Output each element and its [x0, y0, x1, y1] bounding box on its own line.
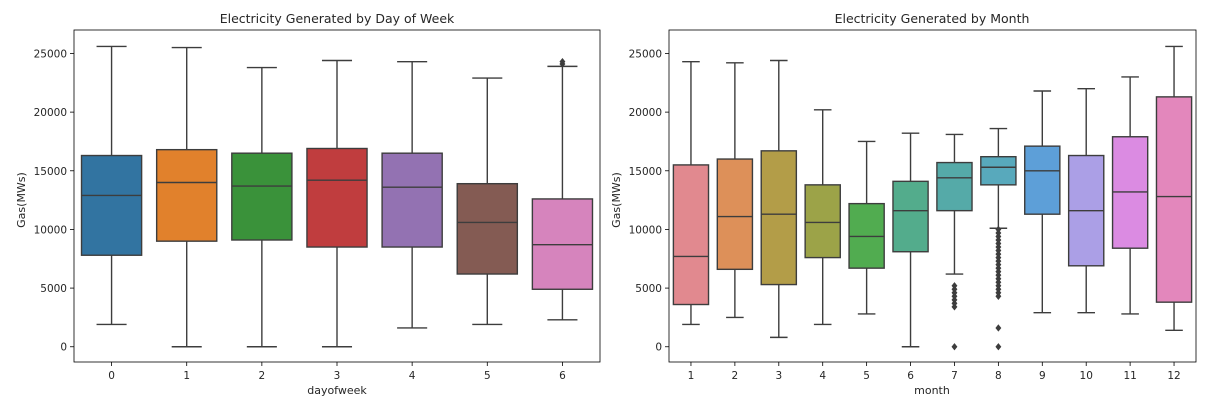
- x-tick-label: 6: [559, 370, 566, 382]
- y-tick-label: 10000: [34, 224, 67, 236]
- outlier-point: [995, 343, 1002, 351]
- box-3: [306, 59, 368, 348]
- iqr-box: [804, 184, 841, 259]
- x-tick-label: 5: [863, 370, 870, 382]
- box-1: [672, 60, 710, 326]
- iqr-box: [1024, 145, 1061, 215]
- outlier-point: [995, 324, 1002, 332]
- box-4: [381, 60, 443, 329]
- box-1: [155, 46, 218, 348]
- box-5: [848, 140, 885, 315]
- y-tick-label: 10000: [629, 224, 662, 236]
- box-10: [1067, 87, 1105, 314]
- y-axis-label: Gas(MWs): [610, 172, 623, 228]
- x-tick-label: 4: [819, 370, 826, 382]
- box-6: [892, 132, 929, 348]
- box-0: [80, 45, 143, 326]
- box-4: [804, 109, 841, 326]
- y-tick-label: 0: [655, 342, 662, 354]
- x-tick-label: 2: [259, 370, 266, 382]
- outlier-point: [951, 282, 958, 290]
- outlier-point: [951, 343, 958, 351]
- plot-area: 0 5000 10000 15000 20000 25000 0 1 2 3 4 5 6: [34, 29, 601, 382]
- box-6: [531, 57, 594, 321]
- box-9: [1024, 90, 1061, 314]
- y-tick-label: 5000: [40, 283, 67, 295]
- x-tick-label: 2: [732, 370, 739, 382]
- month-chart: Electricity Generated by Month month Gas…: [610, 11, 1197, 397]
- x-tick-label: 12: [1167, 370, 1180, 382]
- box-7: [936, 133, 973, 351]
- box-12: [1155, 45, 1193, 332]
- chart-title: Electricity Generated by Day of Week: [220, 11, 455, 26]
- iqr-box: [980, 155, 1017, 186]
- x-tick-label: 3: [775, 370, 782, 382]
- plot-frame: [73, 29, 601, 363]
- box-8: [980, 127, 1017, 351]
- iqr-box: [231, 152, 293, 241]
- box-5: [456, 77, 519, 326]
- x-tick-label: 5: [484, 370, 491, 382]
- iqr-box: [155, 148, 218, 242]
- x-tick-label: 10: [1080, 370, 1093, 382]
- x-tick-label: 6: [907, 370, 914, 382]
- x-tick-label: 1: [688, 370, 695, 382]
- x-tick-label: 8: [995, 370, 1002, 382]
- iqr-box: [936, 161, 973, 212]
- iqr-box: [306, 147, 368, 248]
- x-tick-label: 3: [334, 370, 341, 382]
- iqr-box: [456, 182, 519, 275]
- box-2: [716, 62, 754, 319]
- outlier-point: [559, 57, 566, 66]
- box-2: [231, 66, 293, 348]
- x-tick-label: 7: [951, 370, 958, 382]
- x-tick-label: 1: [183, 370, 190, 382]
- iqr-box: [892, 180, 929, 253]
- outlier-point: [995, 225, 1002, 234]
- y-axis-label: Gas(MWs): [15, 172, 28, 228]
- x-axis-label: month: [914, 384, 950, 397]
- x-tick-label: 0: [108, 370, 115, 382]
- iqr-box: [80, 154, 143, 256]
- iqr-box: [381, 152, 443, 248]
- chart-title: Electricity Generated by Month: [835, 11, 1030, 26]
- box-3: [760, 59, 798, 339]
- x-axis-label: dayofweek: [307, 384, 367, 397]
- y-tick-label: 20000: [629, 107, 662, 119]
- box-11: [1111, 76, 1149, 315]
- plot-frame: [668, 29, 1197, 363]
- x-tick-label: 11: [1123, 370, 1136, 382]
- iqr-box: [760, 150, 798, 286]
- y-tick-label: 25000: [34, 48, 67, 60]
- y-tick-label: 5000: [635, 283, 662, 295]
- day-of-week-chart: Electricity Generated by Day of Week day…: [15, 11, 601, 397]
- y-tick-label: 15000: [629, 166, 662, 178]
- x-tick-label: 9: [1039, 370, 1046, 382]
- y-tick-label: 25000: [629, 48, 662, 60]
- y-tick-label: 0: [60, 342, 67, 354]
- iqr-box: [1155, 96, 1193, 303]
- y-tick-label: 15000: [34, 166, 67, 178]
- y-tick-label: 20000: [34, 107, 67, 119]
- iqr-box: [672, 164, 710, 306]
- iqr-box: [716, 158, 754, 271]
- x-tick-label: 4: [409, 370, 416, 382]
